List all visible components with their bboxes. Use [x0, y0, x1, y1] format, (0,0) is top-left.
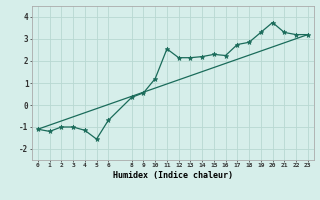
X-axis label: Humidex (Indice chaleur): Humidex (Indice chaleur) — [113, 171, 233, 180]
